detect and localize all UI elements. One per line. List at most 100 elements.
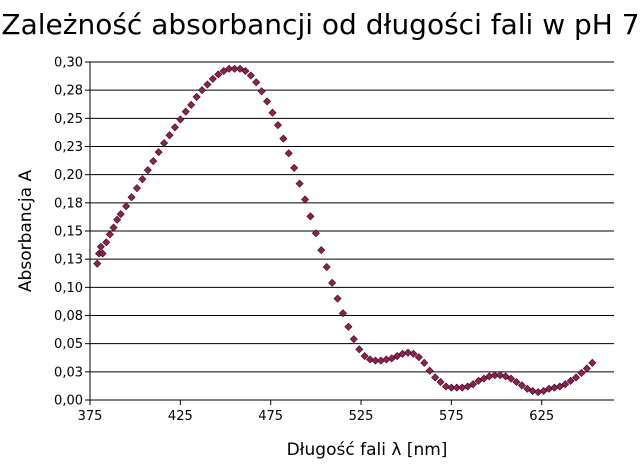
data-point (127, 193, 136, 202)
data-point (338, 309, 347, 318)
tick-labels: 0,00 0,03 0,05 0,08 0,10 0,13 0,15 0,18 0,20 0,23… (54, 56, 554, 425)
data-point (447, 383, 456, 392)
y-tick-label: 0,25 (54, 112, 83, 127)
x-tick-label: 525 (349, 409, 374, 424)
data-point (143, 166, 152, 175)
data-point (452, 383, 461, 392)
data-point (225, 64, 234, 73)
data-point (268, 108, 277, 117)
data-point (113, 215, 122, 224)
chart-title: Zależność absorbancji od długości fali w… (1, 8, 640, 41)
data-point (98, 249, 107, 258)
data-point (132, 184, 142, 193)
data-point (458, 383, 467, 392)
x-tick-label: 425 (168, 409, 193, 424)
data-point (349, 335, 358, 344)
data-point (192, 92, 201, 101)
data-point (588, 358, 597, 367)
data-point (376, 356, 385, 365)
data-point (366, 355, 375, 364)
y-tick-label: 0,05 (54, 337, 83, 352)
data-point (176, 115, 185, 124)
data-point (566, 376, 575, 385)
data-point (165, 131, 174, 140)
x-tick-label: 475 (258, 409, 283, 424)
data-point (371, 356, 380, 365)
data-point (501, 372, 510, 381)
y-tick-label: 0,30 (54, 56, 83, 71)
data-point (360, 352, 369, 361)
data-point (572, 373, 581, 382)
axes (85, 61, 614, 405)
data-point (252, 78, 261, 87)
data-point (512, 377, 521, 386)
data-point (181, 107, 190, 116)
data-point (393, 352, 402, 361)
data-point (441, 382, 450, 391)
data-point (469, 380, 478, 389)
data-point (577, 368, 586, 377)
data-point (403, 348, 413, 357)
y-tick-label: 0,28 (54, 84, 83, 99)
data-point (425, 366, 434, 375)
data-point (93, 259, 102, 268)
x-axis-label: Długość fali λ [nm] (287, 440, 448, 460)
data-point (198, 86, 207, 95)
data-point (306, 212, 315, 221)
data-point (409, 349, 418, 358)
data-point (241, 66, 250, 76)
data-point (436, 377, 445, 386)
data-point (355, 345, 364, 354)
data-point (284, 149, 293, 158)
data-point (534, 388, 543, 397)
data-point (431, 373, 440, 382)
data-point (149, 157, 158, 166)
data-point (160, 139, 169, 148)
data-point (528, 386, 537, 396)
data-point (555, 382, 564, 391)
data-point (290, 163, 299, 172)
data-point (387, 354, 396, 363)
data-point (322, 263, 331, 272)
data-point (523, 384, 532, 393)
y-tick-label: 0,23 (54, 140, 83, 155)
y-tick-label: 0,00 (54, 394, 83, 409)
y-axis-label: Absorbancja A (16, 170, 36, 293)
data-point (273, 121, 282, 130)
data-point (246, 71, 255, 80)
data-point (328, 278, 337, 287)
x-tick-label: 375 (78, 409, 103, 424)
data-point (333, 294, 342, 303)
data-point (317, 246, 326, 255)
data-point (96, 242, 105, 251)
data-point (517, 381, 526, 390)
data-point (300, 195, 310, 204)
data-point (170, 123, 179, 132)
data-point (550, 383, 559, 392)
data-point (414, 353, 423, 362)
data-point (295, 179, 304, 188)
data-point (122, 202, 131, 211)
data-point (506, 374, 516, 383)
data-point (279, 134, 288, 143)
data-point (219, 66, 228, 76)
data-point (496, 371, 505, 380)
data-point (257, 87, 266, 96)
y-tick-label: 0,15 (54, 225, 83, 240)
data-point (479, 374, 488, 383)
gridlines (90, 61, 614, 401)
data-point (344, 322, 353, 331)
data-point (235, 64, 244, 73)
data-point (474, 376, 483, 385)
data-points (93, 64, 597, 397)
data-point (187, 100, 196, 109)
data-point (582, 364, 591, 373)
data-point (382, 355, 391, 364)
data-point (539, 386, 548, 396)
data-point (463, 382, 472, 391)
data-point (230, 64, 239, 73)
y-tick-label: 0,08 (54, 309, 83, 324)
data-point (490, 371, 499, 380)
y-tick-label: 0,03 (54, 365, 83, 380)
